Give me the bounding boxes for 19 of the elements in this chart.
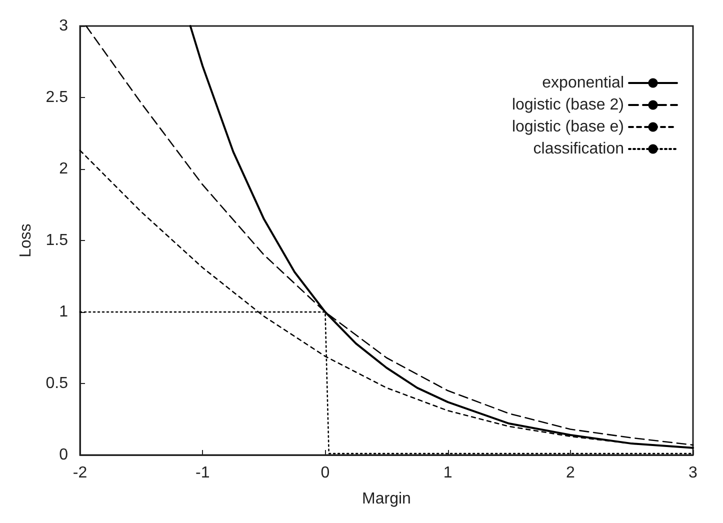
y-tick-label: 0.5 [46,375,68,392]
x-tick-label: 2 [566,464,575,482]
y-tick-label: 2.5 [46,89,68,106]
y-tick-label: 0 [59,446,68,464]
x-axis-title: Margin [362,490,411,508]
y-axis-title: Loss [18,224,34,258]
x-tick-label: -2 [72,464,88,482]
legend-label: logistic (base e) [512,118,624,136]
x-tick-label: 3 [688,464,698,482]
y-tick-label: 1.5 [46,232,68,249]
x-tick-label: -1 [195,464,210,482]
y-tick-label: 1 [59,304,68,320]
legend-label: logistic (base 2) [512,96,624,114]
legend-label: exponential [542,74,624,92]
legend-label: classification [533,140,624,158]
y-tick-label: 2 [59,160,68,178]
x-tick-label: 0 [320,464,330,482]
x-tick-label: 1 [443,464,452,482]
y-tick-label: 3 [59,18,68,34]
